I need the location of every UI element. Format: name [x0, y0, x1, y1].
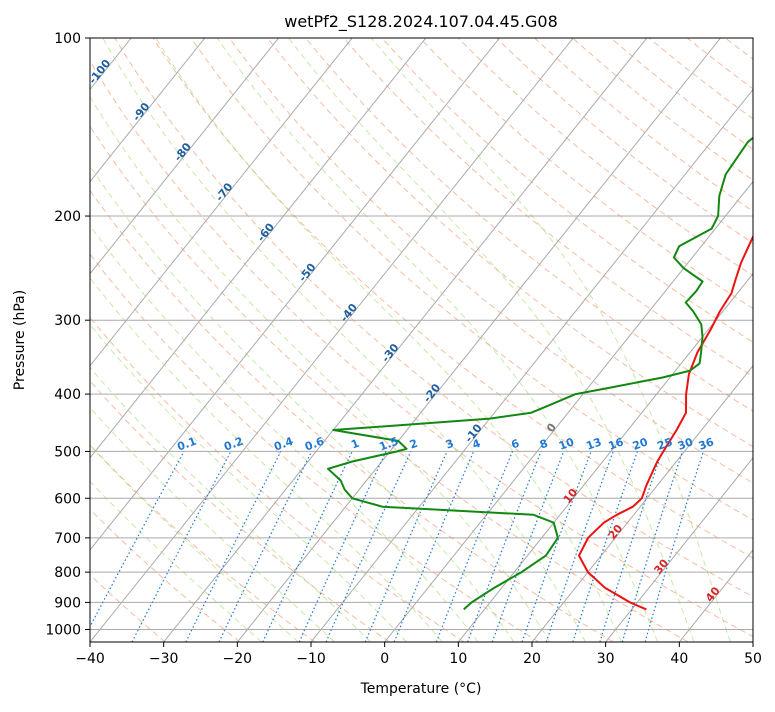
x-tick-label: 40 — [670, 651, 688, 667]
y-tick-label: 600 — [54, 491, 81, 507]
x-tick-label: −10 — [296, 651, 326, 667]
y-tick-label: 800 — [54, 565, 81, 581]
x-tick-label: −20 — [223, 651, 253, 667]
y-tick-label: 200 — [54, 209, 81, 225]
y-tick-label: 900 — [54, 595, 81, 611]
y-tick-label: 300 — [54, 313, 81, 329]
x-tick-label: −30 — [149, 651, 179, 667]
x-axis-title: Temperature (°C) — [360, 681, 482, 697]
y-axis-title: Pressure (hPa) — [12, 290, 28, 390]
x-tick-label: 30 — [597, 651, 615, 667]
x-tick-label: 50 — [744, 651, 762, 667]
chart-title: wetPf2_S128.2024.107.04.45.G08 — [284, 12, 558, 32]
y-tick-label: 400 — [54, 387, 81, 403]
y-tick-label: 500 — [54, 444, 81, 460]
y-tick-label: 1000 — [45, 622, 81, 638]
x-tick-label: −40 — [75, 651, 105, 667]
y-tick-label: 700 — [54, 531, 81, 547]
x-tick-label: 20 — [523, 651, 541, 667]
y-tick-label: 100 — [54, 31, 81, 47]
x-tick-label: 10 — [449, 651, 467, 667]
x-tick-label: 0 — [380, 651, 389, 667]
